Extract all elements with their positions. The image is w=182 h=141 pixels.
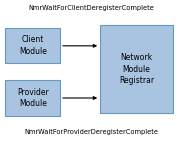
FancyBboxPatch shape xyxy=(5,80,60,116)
Text: Client
Module: Client Module xyxy=(19,35,47,56)
Text: NmrWaitForClientDeregisterComplete: NmrWaitForClientDeregisterComplete xyxy=(28,5,154,11)
Text: NmrWaitForProviderDeregisterComplete: NmrWaitForProviderDeregisterComplete xyxy=(24,129,158,135)
Text: Network
Module
Registrar: Network Module Registrar xyxy=(119,53,154,85)
Text: Provider
Module: Provider Module xyxy=(17,88,49,108)
FancyBboxPatch shape xyxy=(5,28,60,63)
FancyBboxPatch shape xyxy=(100,25,173,113)
